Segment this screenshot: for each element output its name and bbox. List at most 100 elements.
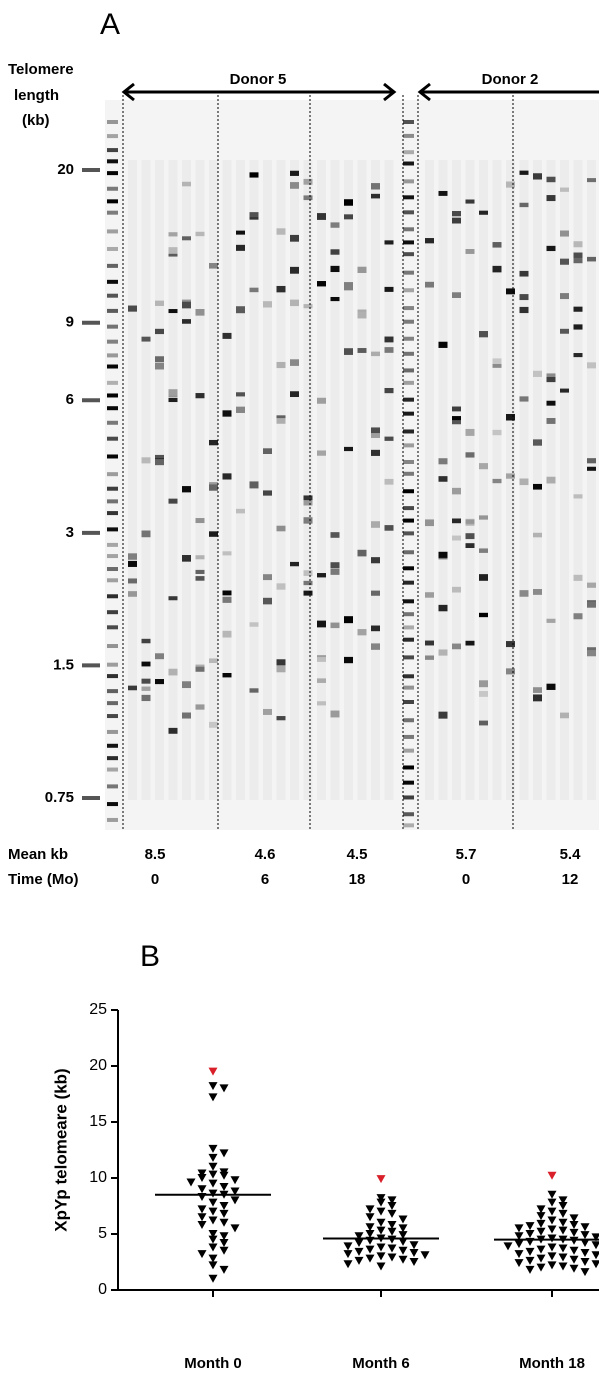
data-point: [208, 1261, 218, 1270]
gel-band: [587, 362, 596, 369]
ladder-band: [403, 655, 414, 660]
data-point: [569, 1214, 579, 1223]
ladder-band: [403, 823, 414, 828]
ladder-band: [107, 714, 118, 719]
gel-band: [452, 292, 461, 298]
y-tick-label: 20: [57, 161, 74, 178]
gel-band: [195, 231, 205, 237]
gel-band: [344, 616, 353, 624]
gel-band: [438, 711, 448, 719]
ladder-band: [107, 364, 118, 369]
gel-band: [303, 178, 313, 185]
gel-band: [371, 521, 380, 528]
gel-band: [249, 287, 259, 293]
gel-band: [236, 508, 245, 514]
gel-band: [141, 678, 151, 684]
ladder-band: [403, 429, 414, 434]
panel-label: A: [100, 8, 120, 41]
data-point: [376, 1262, 386, 1271]
ladder-band: [403, 625, 414, 630]
data-point: [536, 1254, 546, 1263]
mean-kb: 5.7: [456, 846, 477, 863]
ladder-band: [403, 795, 414, 800]
data-point: [525, 1256, 535, 1265]
ladder-band: [107, 674, 118, 679]
data-point: [387, 1202, 397, 1210]
ladder-band: [403, 397, 414, 402]
gel-band: [330, 222, 340, 228]
gel-band: [330, 249, 340, 255]
gel-band: [141, 661, 151, 667]
data-point: [230, 1224, 240, 1233]
gel-band: [519, 294, 529, 301]
gel-lane: [222, 160, 232, 800]
ladder-band: [403, 195, 414, 200]
gel-lane: [506, 160, 515, 800]
gel-band: [155, 356, 164, 363]
gel-band: [560, 328, 569, 334]
data-point: [197, 1250, 207, 1259]
gel-band: [128, 578, 137, 584]
gel-lane: [249, 160, 259, 800]
data-point: [197, 1169, 207, 1178]
data-point: [376, 1207, 386, 1216]
data-point: [208, 1216, 218, 1225]
gel-band: [371, 427, 380, 434]
data-point: [197, 1205, 207, 1214]
ladder-band: [107, 171, 118, 176]
gel-band: [344, 348, 353, 355]
gel-band: [236, 406, 245, 413]
gel-band: [276, 525, 286, 532]
data-point: [398, 1215, 408, 1224]
gel-lane: [465, 160, 475, 800]
gel-band: [317, 281, 326, 287]
data-point: [387, 1227, 397, 1236]
gel-band: [479, 515, 488, 520]
gel-band: [182, 555, 191, 562]
gel-band: [438, 649, 448, 656]
gel-band: [506, 473, 515, 479]
gel-band: [371, 449, 380, 456]
gel-band: [452, 643, 461, 650]
gel-band: [236, 244, 245, 251]
gel-band: [479, 574, 488, 581]
gel-lane: [141, 160, 151, 800]
gel-band: [573, 353, 583, 358]
gel-band: [263, 490, 272, 496]
data-point: [219, 1232, 229, 1241]
gel-band: [546, 400, 556, 406]
ladder-band: [107, 246, 118, 251]
ladder-band: [403, 459, 414, 464]
gel-band: [492, 429, 502, 436]
data-point: [514, 1232, 524, 1241]
data-point: [376, 1198, 386, 1207]
ladder-band: [107, 308, 118, 313]
gel-band: [479, 463, 488, 470]
gel-band: [155, 459, 164, 466]
time-mo: 0: [462, 871, 470, 888]
gel-lane: [195, 160, 205, 800]
ladder-band: [107, 339, 118, 344]
ladder-band: [403, 411, 414, 416]
ladder-band: [403, 227, 414, 232]
gel-band: [533, 589, 542, 595]
gel-band: [479, 720, 488, 726]
gel-band: [438, 604, 448, 612]
gel-band: [317, 397, 326, 404]
gel-band: [438, 341, 448, 348]
data-point: [208, 1162, 218, 1171]
ladder-band: [107, 662, 118, 667]
gel-band: [249, 688, 259, 693]
data-point: [208, 1243, 218, 1252]
ladder-band: [107, 159, 118, 164]
gel-band: [236, 230, 245, 235]
data-point: [398, 1237, 408, 1246]
gel-band: [573, 494, 583, 499]
ladder-band: [403, 580, 414, 585]
ladder-band: [403, 336, 414, 341]
ladder-band: [107, 406, 118, 411]
gel-band: [519, 170, 529, 175]
data-point: [569, 1236, 579, 1245]
data-point: [208, 1170, 218, 1179]
gel-band: [128, 560, 137, 567]
